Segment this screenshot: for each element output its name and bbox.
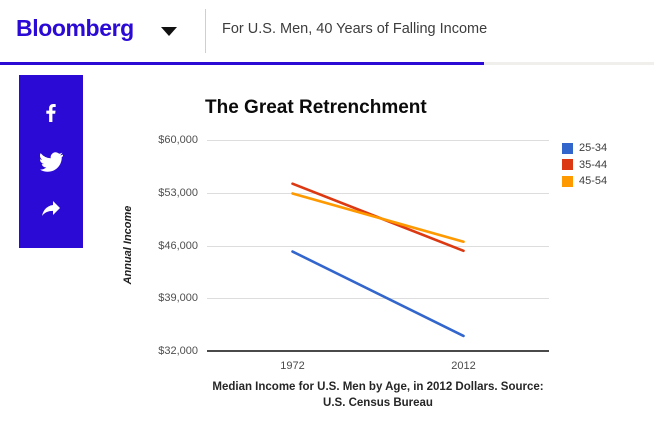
- share-button[interactable]: [39, 196, 63, 220]
- y-tick-label: $32,000: [158, 345, 198, 357]
- chevron-down-icon[interactable]: [161, 27, 177, 36]
- series-line-45-54: [291, 192, 465, 244]
- share-arrow-icon: [39, 201, 63, 224]
- legend-item-45-54: 45-54: [562, 173, 607, 190]
- gridline: [207, 140, 549, 141]
- chart-title: The Great Retrenchment: [205, 97, 427, 118]
- x-tick-label: 1972: [280, 360, 305, 372]
- twitter-share-button[interactable]: [39, 150, 65, 174]
- facebook-icon: [39, 104, 63, 129]
- bloomberg-logo[interactable]: Bloomberg: [16, 15, 134, 41]
- legend-item-25-34: 25-34: [562, 140, 607, 157]
- legend-swatch: [562, 159, 573, 171]
- x-tick-label: 2012: [451, 360, 476, 372]
- legend-label: 25-34: [579, 142, 608, 155]
- chart-legend: 25-34 35-44 45-54: [562, 140, 607, 190]
- legend-swatch: [562, 142, 573, 154]
- legend-item-35-44: 35-44: [562, 157, 607, 174]
- legend-swatch: [562, 175, 573, 187]
- twitter-icon: [39, 152, 65, 178]
- series-lines: [291, 182, 465, 338]
- legend-label: 35-44: [579, 158, 608, 171]
- site-header: Bloomberg For U.S. Men, 40 Years of Fall…: [0, 0, 654, 62]
- header-divider: [205, 9, 206, 53]
- facebook-share-button[interactable]: [39, 101, 63, 125]
- chart-caption: Median Income for U.S. Men by Age, in 20…: [212, 381, 544, 409]
- legend-label: 45-54: [579, 175, 608, 188]
- y-tick-label: $53,000: [158, 186, 198, 199]
- share-sidebar: [19, 75, 83, 248]
- reading-progress-fill: [0, 62, 484, 65]
- article-title: For U.S. Men, 40 Years of Falling Income: [222, 21, 488, 37]
- reading-progress-bar: [0, 62, 654, 65]
- y-tick-label: $60,000: [158, 134, 198, 146]
- gridline: [207, 298, 549, 300]
- y-tick-label: $46,000: [158, 239, 198, 252]
- series-line-25-34: [291, 250, 465, 338]
- gridline: [207, 245, 549, 247]
- x-axis-line: [207, 350, 549, 352]
- gridline: [207, 192, 549, 194]
- y-tick-label: $39,000: [158, 292, 198, 305]
